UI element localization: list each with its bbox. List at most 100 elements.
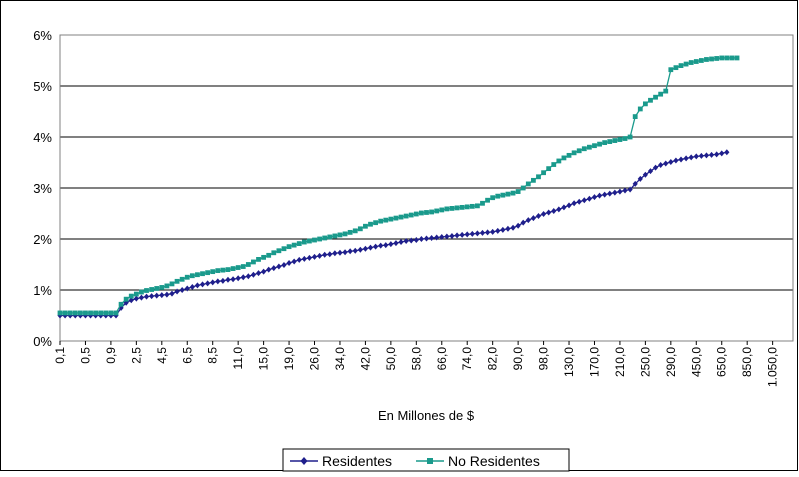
data-point	[658, 91, 664, 97]
data-point	[714, 56, 720, 61]
data-point	[372, 243, 379, 250]
data-point	[652, 164, 659, 171]
data-point	[683, 61, 689, 67]
x-tick-label: 1.050,0	[766, 347, 780, 387]
data-point	[189, 273, 195, 279]
data-point	[535, 213, 542, 220]
grid-layer	[60, 85, 793, 291]
data-point	[454, 205, 460, 211]
data-point	[240, 274, 246, 281]
data-point	[653, 94, 658, 100]
data-point	[337, 232, 343, 238]
data-point	[439, 207, 445, 213]
data-point	[103, 312, 109, 319]
data-point	[704, 57, 709, 62]
data-point	[449, 206, 455, 211]
data-point	[637, 175, 643, 182]
data-point	[322, 235, 328, 241]
data-point	[500, 226, 506, 233]
data-point	[413, 211, 419, 217]
data-point	[520, 219, 526, 226]
y-tick-label: 3%	[33, 181, 52, 196]
data-point	[245, 262, 251, 267]
data-point	[327, 234, 333, 240]
data-point	[383, 242, 389, 249]
data-point	[251, 259, 256, 265]
data-point	[429, 209, 434, 215]
data-point	[663, 160, 669, 167]
data-point	[668, 158, 674, 165]
data-point	[622, 136, 628, 141]
x-tick-label: 0,1	[53, 347, 67, 364]
data-point	[709, 56, 714, 62]
data-point	[266, 266, 272, 273]
data-point	[495, 227, 501, 234]
data-point	[149, 287, 155, 292]
data-point	[143, 293, 150, 300]
data-point	[444, 206, 450, 212]
data-point	[469, 203, 475, 209]
data-point	[693, 153, 699, 160]
y-tick-label: 2%	[33, 232, 52, 247]
data-point	[261, 268, 267, 275]
data-point	[459, 231, 465, 238]
x-tick-label: 450,0	[689, 347, 703, 377]
data-point	[149, 293, 155, 300]
data-point	[683, 155, 689, 162]
x-tick-label: 4,5	[155, 347, 169, 364]
data-point	[540, 211, 547, 218]
data-point	[530, 177, 536, 183]
data-point	[332, 233, 338, 239]
data-point	[363, 223, 368, 229]
data-point	[179, 287, 185, 293]
data-point	[271, 265, 277, 272]
x-tick-label: 66,0	[435, 347, 449, 371]
data-point	[398, 214, 404, 220]
data-point	[576, 148, 582, 154]
data-point	[602, 191, 608, 198]
data-point	[602, 140, 608, 146]
data-point	[541, 170, 546, 176]
data-point	[174, 288, 180, 295]
data-point	[322, 251, 328, 258]
data-point	[428, 234, 435, 241]
data-point	[205, 280, 211, 287]
x-tick-label: 170,0	[587, 347, 601, 377]
data-point	[485, 197, 490, 203]
data-point	[164, 291, 170, 298]
y-tick-label: 0%	[33, 334, 52, 349]
x-tick-label: 26,0	[308, 347, 322, 371]
data-point	[352, 228, 358, 234]
data-point	[306, 254, 313, 261]
data-point	[357, 226, 363, 232]
data-point	[607, 190, 613, 197]
data-point	[123, 296, 129, 302]
data-point	[98, 310, 104, 316]
data-point	[719, 150, 725, 157]
x-tick-label: 8,5	[206, 347, 220, 364]
data-point	[93, 310, 99, 316]
data-point	[403, 213, 409, 219]
data-point	[271, 250, 277, 256]
legend-box	[282, 448, 570, 472]
data-point	[347, 248, 353, 255]
data-point	[235, 265, 241, 270]
data-point	[159, 285, 165, 290]
data-point	[312, 237, 317, 243]
data-point	[250, 271, 257, 278]
x-tick-label: 6,5	[180, 347, 194, 364]
data-point	[647, 168, 654, 175]
data-point	[133, 295, 139, 302]
data-point	[240, 264, 246, 269]
data-point	[408, 212, 414, 218]
data-point	[505, 191, 511, 197]
data-point	[332, 250, 338, 257]
y-tick-labels: 0% 1% 2% 3% 4% 5% 6%	[33, 28, 52, 349]
x-tick-labels: 0,1 0,5 0,9 2,5 4,5 6,5 8,5 11,0 15,0 19,0 26,0 34,…	[53, 341, 780, 387]
x-tick-label: 210,0	[613, 347, 627, 377]
data-point	[698, 152, 704, 159]
x-tick-label: 19,0	[282, 347, 296, 371]
data-point	[546, 166, 552, 172]
data-point	[189, 283, 195, 290]
